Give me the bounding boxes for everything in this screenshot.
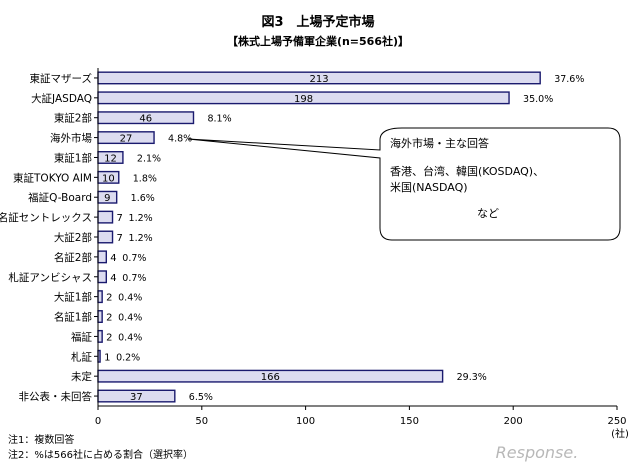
- category-label: 大証JASDAQ: [31, 92, 92, 105]
- chart-subtitle: 【株式上場予備軍企業(n=566社)】: [227, 34, 409, 48]
- bar-percent-label: 0.2%: [116, 352, 140, 363]
- bar-percent-label: 4.8%: [168, 134, 192, 145]
- bar-value-label: 166: [261, 372, 280, 383]
- bar-percent-label: 2.1%: [137, 153, 161, 164]
- bar-percent-label: 0.7%: [122, 273, 146, 284]
- category-label: 福証Q-Board: [28, 191, 92, 204]
- bar-percent-label: 0.4%: [118, 313, 142, 324]
- bar-percent-label: 1.2%: [129, 213, 153, 224]
- category-label: 海外市場: [50, 132, 92, 145]
- category-label: 札証: [71, 350, 92, 363]
- bar-percent-label: 1.6%: [131, 193, 155, 204]
- x-unit-label: (社): [611, 427, 629, 440]
- watermark-logo: Response.: [496, 443, 579, 462]
- category-label: 大証2部: [54, 231, 92, 244]
- callout-line1: 香港、台湾、韓国(KOSDAQ)、: [390, 164, 544, 178]
- category-label: 名証2部: [54, 251, 92, 264]
- category-label: 大証1部: [54, 291, 92, 304]
- category-label: 札証アンビシャス: [8, 271, 92, 284]
- x-tick-label: 0: [95, 416, 101, 427]
- category-label: 東証マザーズ: [30, 72, 92, 85]
- bar: [97, 250, 108, 264]
- bar-value-label: 46: [139, 114, 152, 125]
- bar-value-label: 4: [110, 273, 116, 284]
- bar-value-label: 1: [104, 352, 110, 363]
- x-tick-label: 50: [195, 416, 208, 427]
- bar: [97, 290, 103, 304]
- note-2: 注2：%は566社に占める割合（選択率）: [8, 448, 193, 461]
- category-label: 東証TOKYO AIM: [13, 171, 92, 184]
- bar-percent-label: 1.8%: [133, 173, 157, 184]
- callout-bubble: [187, 127, 621, 241]
- bar-percent-label: 1.2%: [129, 233, 153, 244]
- bar-percent-label: 0.4%: [118, 332, 142, 343]
- bar: [97, 329, 103, 343]
- category-label: 非公表・未回答: [19, 390, 93, 403]
- category-label: 名証1部: [54, 311, 92, 324]
- category-label: 東証2部: [54, 112, 92, 125]
- bar-percent-label: 6.5%: [189, 392, 213, 403]
- bar-value-label: 7: [117, 233, 123, 244]
- x-tick-label: 250: [607, 416, 626, 427]
- bar-percent-label: 35.0%: [523, 94, 553, 105]
- bar: [97, 210, 114, 224]
- x-tick-label: 150: [400, 416, 419, 427]
- callout-line2: 米国(NASDAQ): [390, 181, 468, 194]
- bar-value-label: 2: [106, 313, 112, 324]
- bar-value-label: 4: [110, 253, 116, 264]
- bar-value-label: 9: [104, 193, 110, 204]
- bar: [97, 270, 108, 284]
- bar-value-label: 7: [117, 213, 123, 224]
- callout-line3: など: [477, 207, 499, 220]
- note-1: 注1：複数回答: [8, 433, 74, 446]
- callout-heading: 海外市場・主な回答: [390, 136, 489, 150]
- bar: [97, 230, 114, 244]
- bar-percent-label: 0.4%: [118, 293, 142, 304]
- x-tick-label: 200: [504, 416, 523, 427]
- x-tick-label: 100: [296, 416, 315, 427]
- category-label: 東証1部: [54, 151, 92, 164]
- bar-value-label: 198: [294, 94, 313, 105]
- category-label: 名証セントレックス: [0, 211, 92, 224]
- chart-title: 図3 上場予定市場: [261, 14, 374, 30]
- callout: 海外市場・主な回答 香港、台湾、韓国(KOSDAQ)、 米国(NASDAQ) な…: [187, 127, 621, 241]
- bar-percent-label: 37.6%: [554, 74, 584, 85]
- bar-value-label: 12: [104, 153, 117, 164]
- plot-area: 東証マザーズ 213 37.6% 大証JASDAQ 198 35.0% 東証2部 46 8.1%…: [0, 71, 584, 403]
- bar-value-label: 213: [310, 74, 329, 85]
- category-label: 福証: [71, 330, 92, 343]
- bar-value-label: 2: [106, 293, 112, 304]
- bar-value-label: 10: [102, 173, 115, 184]
- bar-percent-label: 29.3%: [457, 372, 487, 383]
- bar-value-label: 37: [130, 392, 143, 403]
- bar-value-label: 27: [120, 134, 133, 145]
- bar-percent-label: 0.7%: [122, 253, 146, 264]
- bar: [97, 310, 103, 323]
- x-axis-ticks: 0 50 100 150 200 250: [95, 406, 627, 427]
- category-label: 未定: [71, 370, 92, 383]
- bar-value-label: 2: [106, 332, 112, 343]
- bar-percent-label: 8.1%: [207, 114, 231, 125]
